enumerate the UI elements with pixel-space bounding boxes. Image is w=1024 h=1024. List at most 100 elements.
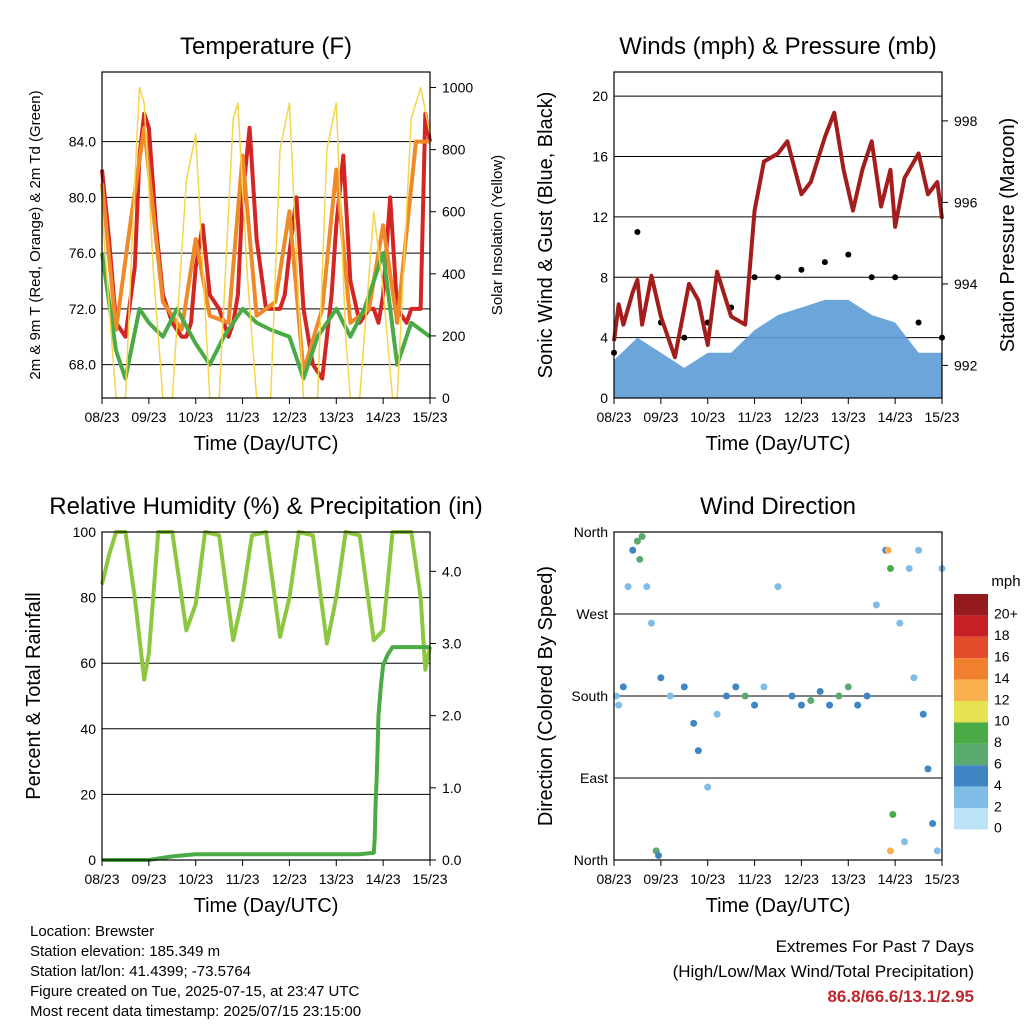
y-axis-label: Sonic Wind & Gust (Blue, Black) [535, 92, 557, 379]
direction-point [619, 683, 627, 691]
x-tick-label: 10/23 [178, 409, 213, 425]
x-tick-label: 14/23 [366, 409, 401, 425]
x-axis-label: Time (Day/UTC) [706, 895, 851, 917]
x-tick-label: 15/23 [412, 409, 447, 425]
y-tick-label: 80.0 [69, 189, 96, 205]
y-axis-label-right: Station Pressure (Maroon) [997, 118, 1019, 353]
direction-point [915, 546, 923, 554]
x-tick-label: 15/23 [924, 409, 959, 425]
right-tick-label: 994 [954, 276, 978, 292]
chart-title: Temperature (F) [180, 33, 352, 60]
direction-point [647, 619, 655, 627]
x-tick-label: 15/23 [412, 871, 447, 887]
y-tick-label: 8 [600, 269, 608, 285]
legend-label: 6 [994, 756, 1002, 772]
right-tick-label: 200 [442, 328, 466, 344]
y-tick-label: North [574, 852, 608, 868]
direction-point [655, 851, 663, 859]
y-axis-label: Direction (Colored By Speed) [535, 566, 557, 826]
y-tick-label: 84.0 [69, 134, 96, 150]
x-tick-label: 09/23 [131, 871, 166, 887]
chart-title: Wind Direction [700, 493, 856, 520]
right-tick-label: 996 [954, 194, 978, 210]
chart-title: Relative Humidity (%) & Precipitation (i… [49, 493, 482, 520]
direction-point [884, 546, 892, 554]
right-tick-label: 992 [954, 357, 978, 373]
direction-point [722, 692, 730, 700]
direction-point [919, 710, 927, 718]
direction-point [704, 783, 712, 791]
x-tick-label: 13/23 [831, 871, 866, 887]
x-tick-label: 14/23 [878, 409, 913, 425]
x-tick-label: 09/23 [643, 871, 678, 887]
direction-point [690, 719, 698, 727]
direction-point [732, 683, 740, 691]
legend-swatch [954, 615, 988, 637]
legend-label: 10 [994, 713, 1010, 729]
direction-point [807, 697, 815, 705]
direction-point [924, 765, 932, 773]
legend-label: 0 [994, 820, 1002, 836]
data-point [798, 266, 805, 273]
series-line-1 [100, 125, 430, 374]
direction-point [629, 546, 637, 554]
y-tick-label: 20 [80, 786, 96, 802]
plot-frame [613, 531, 943, 861]
right-tick-label: 3.0 [442, 635, 462, 651]
direction-point [863, 692, 871, 700]
y-axis-label: 2m & 9m T (Red, Orange) & 2m Td (Green) [27, 90, 44, 379]
right-tick-label: 800 [442, 142, 466, 158]
direction-point [835, 692, 843, 700]
direction-point [797, 701, 805, 709]
y-tick-label: 76.0 [69, 245, 96, 261]
direction-point [905, 564, 913, 572]
direction-point [657, 674, 665, 682]
y-axis-label-right: Solar Insolation (Yellow) [489, 155, 506, 315]
chart-humidity: 0 20 40 60 80 100 0.0 1.0 2.0 3.0 4.0 08/23 09/23 10/… [23, 493, 483, 917]
x-tick-label: 12/23 [272, 871, 307, 887]
direction-point [826, 701, 834, 709]
x-axis-label: Time (Day/UTC) [194, 895, 339, 917]
legend-title: mph [991, 573, 1020, 590]
direction-point [751, 701, 759, 709]
direction-point [896, 619, 904, 627]
plot-frame [101, 531, 431, 861]
legend-swatch [954, 765, 988, 787]
y-tick-label: East [580, 770, 608, 786]
x-tick-label: 13/23 [319, 871, 354, 887]
y-tick-label: 20 [592, 88, 608, 104]
x-tick-label: 11/23 [226, 871, 260, 887]
x-tick-label: 08/23 [84, 871, 119, 887]
legend-swatch [954, 722, 988, 744]
data-point [821, 259, 828, 266]
y-tick-label: 16 [592, 149, 608, 165]
series-line-0 [100, 530, 432, 682]
y-axis-label: Percent & Total Rainfall [23, 592, 45, 800]
right-tick-label: 998 [954, 113, 978, 129]
chart-winds: 0 4 8 12 16 20 992 994 996 998 08/23 09/23 10/23 11/2… [535, 33, 1019, 455]
x-axis-label: Time (Day/UTC) [194, 433, 339, 455]
legend-swatch [954, 636, 988, 659]
extremes-block: Extremes For Past 7 Days (High/Low/Max W… [673, 934, 974, 1009]
direction-point [929, 820, 937, 828]
elevation-text: Station elevation: 185.349 m [30, 943, 221, 960]
direction-point [788, 692, 796, 700]
direction-point [694, 747, 702, 755]
direction-point [713, 710, 721, 718]
direction-point [774, 583, 782, 591]
recent-text: Most recent data timestamp: 2025/07/15 2… [30, 1003, 362, 1020]
data-point [915, 319, 922, 326]
y-tick-label: 60 [80, 655, 96, 671]
legend-label: 2 [994, 798, 1002, 814]
x-tick-label: 14/23 [878, 871, 913, 887]
x-tick-label: 13/23 [831, 409, 866, 425]
chart-temperature: 68.0 72.0 76.0 80.0 84.0 0 200 400 600 800 1000 08/… [27, 33, 506, 455]
x-tick-label: 11/23 [738, 409, 772, 425]
location-text: Location: Brewster [30, 923, 155, 940]
right-tick-label: 2.0 [442, 708, 462, 724]
x-tick-label: 11/23 [738, 871, 772, 887]
station-info: Location: Brewster Station elevation: 18… [30, 922, 361, 1022]
y-tick-label: 12 [592, 209, 608, 225]
extremes-subtitle: (High/Low/Max Wind/Total Precipitation) [672, 962, 974, 981]
direction-point [933, 847, 941, 855]
